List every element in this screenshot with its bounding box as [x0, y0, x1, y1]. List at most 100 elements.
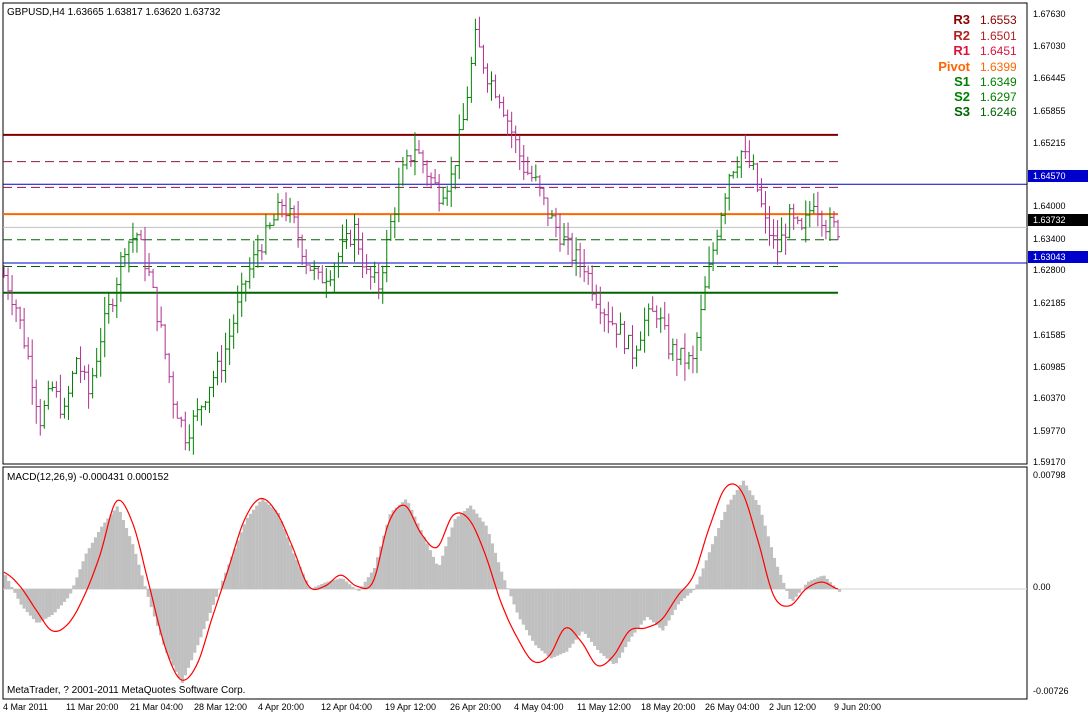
pivot-value-r2: 1.6501	[980, 29, 1017, 43]
macd-histogram-bar	[152, 589, 157, 617]
macd-info: MACD(12,26,9) -0.000431 0.000152	[7, 472, 169, 483]
macd-histogram-bar	[692, 589, 696, 591]
macd-tick: 0.00	[1033, 582, 1051, 592]
macd-histogram-bar	[131, 544, 135, 590]
macd-histogram-bar	[478, 517, 482, 590]
macd-histogram-bar	[369, 572, 374, 590]
price-tick: 1.64000	[1033, 201, 1066, 211]
macd-histogram-bar	[255, 505, 259, 590]
macd-histogram-bar	[720, 519, 724, 590]
macd-histogram-bar	[596, 589, 600, 650]
macd-histogram-bar	[366, 577, 370, 590]
macd-histogram-bar	[797, 589, 801, 593]
macd-histogram-bar	[434, 563, 439, 590]
macd-histogram-bar	[571, 589, 575, 644]
macd-histogram-bar	[664, 589, 668, 626]
pivot-value-r3: 1.6553	[980, 13, 1017, 27]
macd-histogram-bar	[627, 589, 631, 642]
macd-histogram-bar	[531, 589, 535, 641]
price-tick: 1.60370	[1033, 393, 1066, 403]
macd-histogram-bar	[726, 504, 730, 590]
macd-histogram-bar	[465, 508, 470, 590]
macd-histogram-bar	[791, 589, 795, 601]
macd-histogram-bar	[146, 589, 150, 597]
macd-histogram-bar	[317, 585, 321, 590]
macd-histogram-bar	[354, 589, 358, 590]
macd-histogram-bar	[785, 589, 789, 591]
macd-histogram-bar	[376, 557, 380, 590]
macd-histogram-bar	[546, 589, 550, 657]
time-tick: 19 Apr 12:00	[385, 702, 436, 712]
macd-histogram-bar	[416, 523, 420, 590]
time-tick: 4 May 04:00	[514, 702, 564, 712]
macd-histogram-bar	[295, 560, 299, 590]
macd-histogram-bar	[224, 572, 228, 590]
macd-histogram-bar	[701, 568, 705, 590]
price-tick: 1.65215	[1033, 138, 1066, 148]
macd-histogram-bar	[633, 589, 637, 633]
macd-histogram-bar	[518, 589, 522, 620]
macd-histogram-bar	[447, 536, 451, 590]
macd-panel[interactable]	[2, 466, 1028, 700]
macd-histogram-bar	[112, 510, 116, 590]
macd-histogram-bar	[645, 589, 649, 618]
macd-histogram-bar	[165, 589, 169, 654]
macd-histogram-bar	[351, 586, 355, 590]
macd-histogram-bar	[75, 577, 79, 590]
macd-signal-line	[3, 483, 839, 681]
macd-histogram-bar	[183, 589, 188, 676]
macd-histogram-bar	[19, 589, 23, 605]
macd-histogram-bar	[10, 586, 14, 590]
macd-histogram-bar	[760, 514, 764, 590]
price-tag-lower: 1.63043	[1028, 251, 1088, 263]
time-tick: 11 Mar 20:00	[66, 702, 118, 712]
macd-histogram-bar	[382, 535, 386, 590]
price-tick: 1.59170	[1033, 457, 1066, 467]
macd-histogram-bar	[193, 589, 197, 653]
macd-histogram-bar	[388, 514, 392, 590]
macd-histogram-bar	[258, 501, 262, 590]
macd-histogram-bar	[500, 571, 504, 590]
macd-histogram-bar	[363, 581, 367, 590]
macd-histogram-bar	[667, 589, 671, 621]
macd-histogram-bar	[772, 557, 777, 590]
macd-histogram-bar	[651, 589, 656, 623]
macd-histogram-bar	[655, 589, 659, 626]
macd-histogram-bar	[407, 503, 411, 590]
macd-histogram-bar	[233, 548, 237, 590]
time-tick: 26 Apr 20:00	[450, 702, 501, 712]
macd-histogram-bar	[84, 553, 88, 590]
macd-histogram-bar	[394, 507, 398, 590]
macd-histogram-bar	[527, 589, 532, 636]
macd-histogram-bar	[35, 589, 39, 623]
macd-histogram-bar	[124, 528, 129, 590]
macd-histogram-bar	[648, 589, 653, 620]
price-tick: 1.67630	[1033, 9, 1066, 19]
macd-histogram-bar	[62, 589, 67, 602]
macd-histogram-bar	[140, 575, 144, 590]
macd-histogram-bar	[732, 494, 736, 590]
macd-histogram-bar	[614, 589, 618, 664]
price-panel[interactable]	[2, 2, 1028, 465]
macd-histogram-bar	[580, 589, 584, 632]
macd-histogram-bar	[661, 589, 665, 631]
macd-histogram-bar	[121, 519, 126, 590]
macd-histogram-bar	[459, 513, 463, 590]
price-tick: 1.59770	[1033, 426, 1066, 436]
macd-histogram-bar	[230, 556, 234, 590]
macd-histogram-bar	[419, 530, 423, 590]
macd-histogram-bar	[735, 489, 739, 590]
macd-histogram-bar	[87, 548, 91, 590]
macd-histogram-bar	[279, 521, 284, 590]
macd-histogram-bar	[751, 495, 755, 590]
macd-histogram-bar	[379, 546, 383, 590]
macd-histogram-bar	[658, 589, 662, 628]
macd-histogram-bar	[487, 534, 491, 590]
macd-histogram-bar	[128, 536, 132, 590]
macd-histogram-bar	[512, 589, 516, 605]
price-tick: 1.65855	[1033, 106, 1066, 116]
macd-histogram-bar	[100, 526, 104, 590]
macd-histogram-bar	[689, 589, 693, 593]
pivot-label-s1: S1	[954, 74, 970, 89]
